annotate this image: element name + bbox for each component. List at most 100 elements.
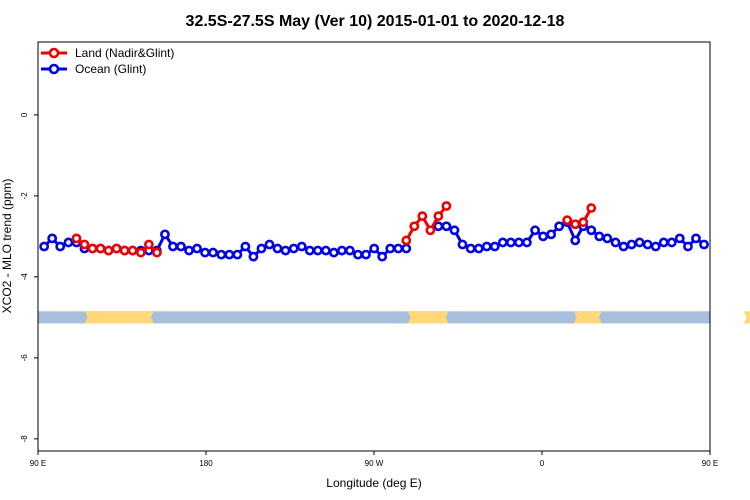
y-tick-label: -2 xyxy=(20,192,29,200)
y-axis-label: XCO2 - MLO trend (ppm) xyxy=(0,179,14,314)
data-point xyxy=(521,237,532,248)
data-point xyxy=(642,239,653,250)
data-point xyxy=(208,247,218,258)
legend-entry-land: Land (Nadir&Glint) xyxy=(41,46,174,60)
data-point xyxy=(497,237,508,248)
data-point xyxy=(288,243,299,254)
y-tick-label: -8 xyxy=(20,435,29,443)
x-axis: 90 E 180 90 W 0 90 E xyxy=(30,451,718,468)
band-land-1 xyxy=(407,311,449,324)
data-point xyxy=(505,237,516,248)
data-point xyxy=(296,241,307,252)
data-point xyxy=(634,237,645,248)
data-point xyxy=(385,243,396,254)
data-point xyxy=(47,233,58,244)
legend-land-label: Land (Nadir&Glint) xyxy=(75,46,174,60)
data-point xyxy=(570,219,581,230)
data-point xyxy=(264,239,275,250)
data-point xyxy=(425,225,436,236)
data-point xyxy=(184,245,194,256)
data-point xyxy=(71,233,82,244)
chart-title: 32.5S-27.5S May (Ver 10) 2015-01-01 to 2… xyxy=(186,13,565,30)
data-point xyxy=(465,243,476,254)
data-point xyxy=(449,225,460,236)
data-point xyxy=(650,241,661,252)
data-point xyxy=(409,221,420,232)
data-point xyxy=(312,245,323,256)
data-point xyxy=(320,245,331,256)
data-point xyxy=(618,241,629,252)
data-point xyxy=(586,203,597,213)
band-land-2 xyxy=(573,311,602,324)
data-point xyxy=(401,243,412,254)
data-point xyxy=(87,243,98,254)
data-point xyxy=(570,235,581,246)
data-point xyxy=(538,231,549,242)
data-point xyxy=(240,241,251,252)
data-point xyxy=(127,245,138,256)
data-point xyxy=(39,241,50,252)
series-land xyxy=(71,201,597,258)
data-point xyxy=(280,245,291,256)
data-point xyxy=(369,243,380,254)
data-point xyxy=(610,237,621,248)
legend: Land (Nadir&Glint) Ocean (Glint) xyxy=(41,46,174,76)
data-point xyxy=(272,243,283,254)
series-layer xyxy=(39,201,709,262)
data-point xyxy=(336,245,347,256)
data-point xyxy=(489,241,500,252)
data-point xyxy=(160,229,170,240)
data-point xyxy=(304,245,315,256)
data-point xyxy=(441,221,452,232)
data-point xyxy=(216,249,227,260)
data-point xyxy=(481,241,492,252)
y-tick-label: -6 xyxy=(20,354,29,362)
data-point xyxy=(176,241,186,252)
data-point xyxy=(119,245,130,256)
legend-entry-ocean: Ocean (Glint) xyxy=(41,62,146,76)
data-point xyxy=(393,243,404,254)
data-point xyxy=(79,239,90,250)
legend-ocean-marker xyxy=(48,63,60,75)
data-point xyxy=(683,241,693,252)
data-point xyxy=(554,221,565,232)
band-ocean xyxy=(38,311,710,324)
data-point xyxy=(143,239,154,250)
data-point xyxy=(232,249,243,260)
data-point xyxy=(152,247,162,258)
x-axis-label: Longitude (deg E) xyxy=(326,476,421,490)
y-tick-label: 0 xyxy=(20,112,29,117)
data-point xyxy=(135,247,146,258)
data-point xyxy=(433,211,444,222)
data-point xyxy=(377,251,388,262)
data-point xyxy=(457,239,468,250)
x-tick-label: 90 W xyxy=(365,459,384,468)
data-point xyxy=(530,225,540,236)
y-axis: 0 -2 -4 -6 -8 xyxy=(20,112,38,442)
data-point xyxy=(103,245,114,256)
data-point xyxy=(361,249,371,260)
x-tick-label: 180 xyxy=(199,459,213,468)
data-point xyxy=(594,231,605,242)
data-point xyxy=(473,243,484,254)
band-land-3 xyxy=(743,311,750,324)
data-point xyxy=(546,229,557,240)
x-tick-label: 90 E xyxy=(30,459,46,468)
data-point xyxy=(666,237,677,248)
data-point xyxy=(192,243,202,254)
data-point xyxy=(578,217,589,228)
x-tick-label: 90 E xyxy=(702,459,718,468)
data-point xyxy=(658,237,669,248)
data-point xyxy=(513,237,524,248)
data-point xyxy=(441,201,452,211)
data-point xyxy=(417,211,428,222)
data-point xyxy=(699,239,709,250)
band-land-0 xyxy=(84,311,154,324)
data-point xyxy=(586,225,597,236)
data-point xyxy=(256,243,267,254)
surface-type-band xyxy=(38,311,750,324)
y-tick-label: -4 xyxy=(20,273,29,281)
data-point xyxy=(168,241,178,252)
data-point xyxy=(602,233,613,244)
